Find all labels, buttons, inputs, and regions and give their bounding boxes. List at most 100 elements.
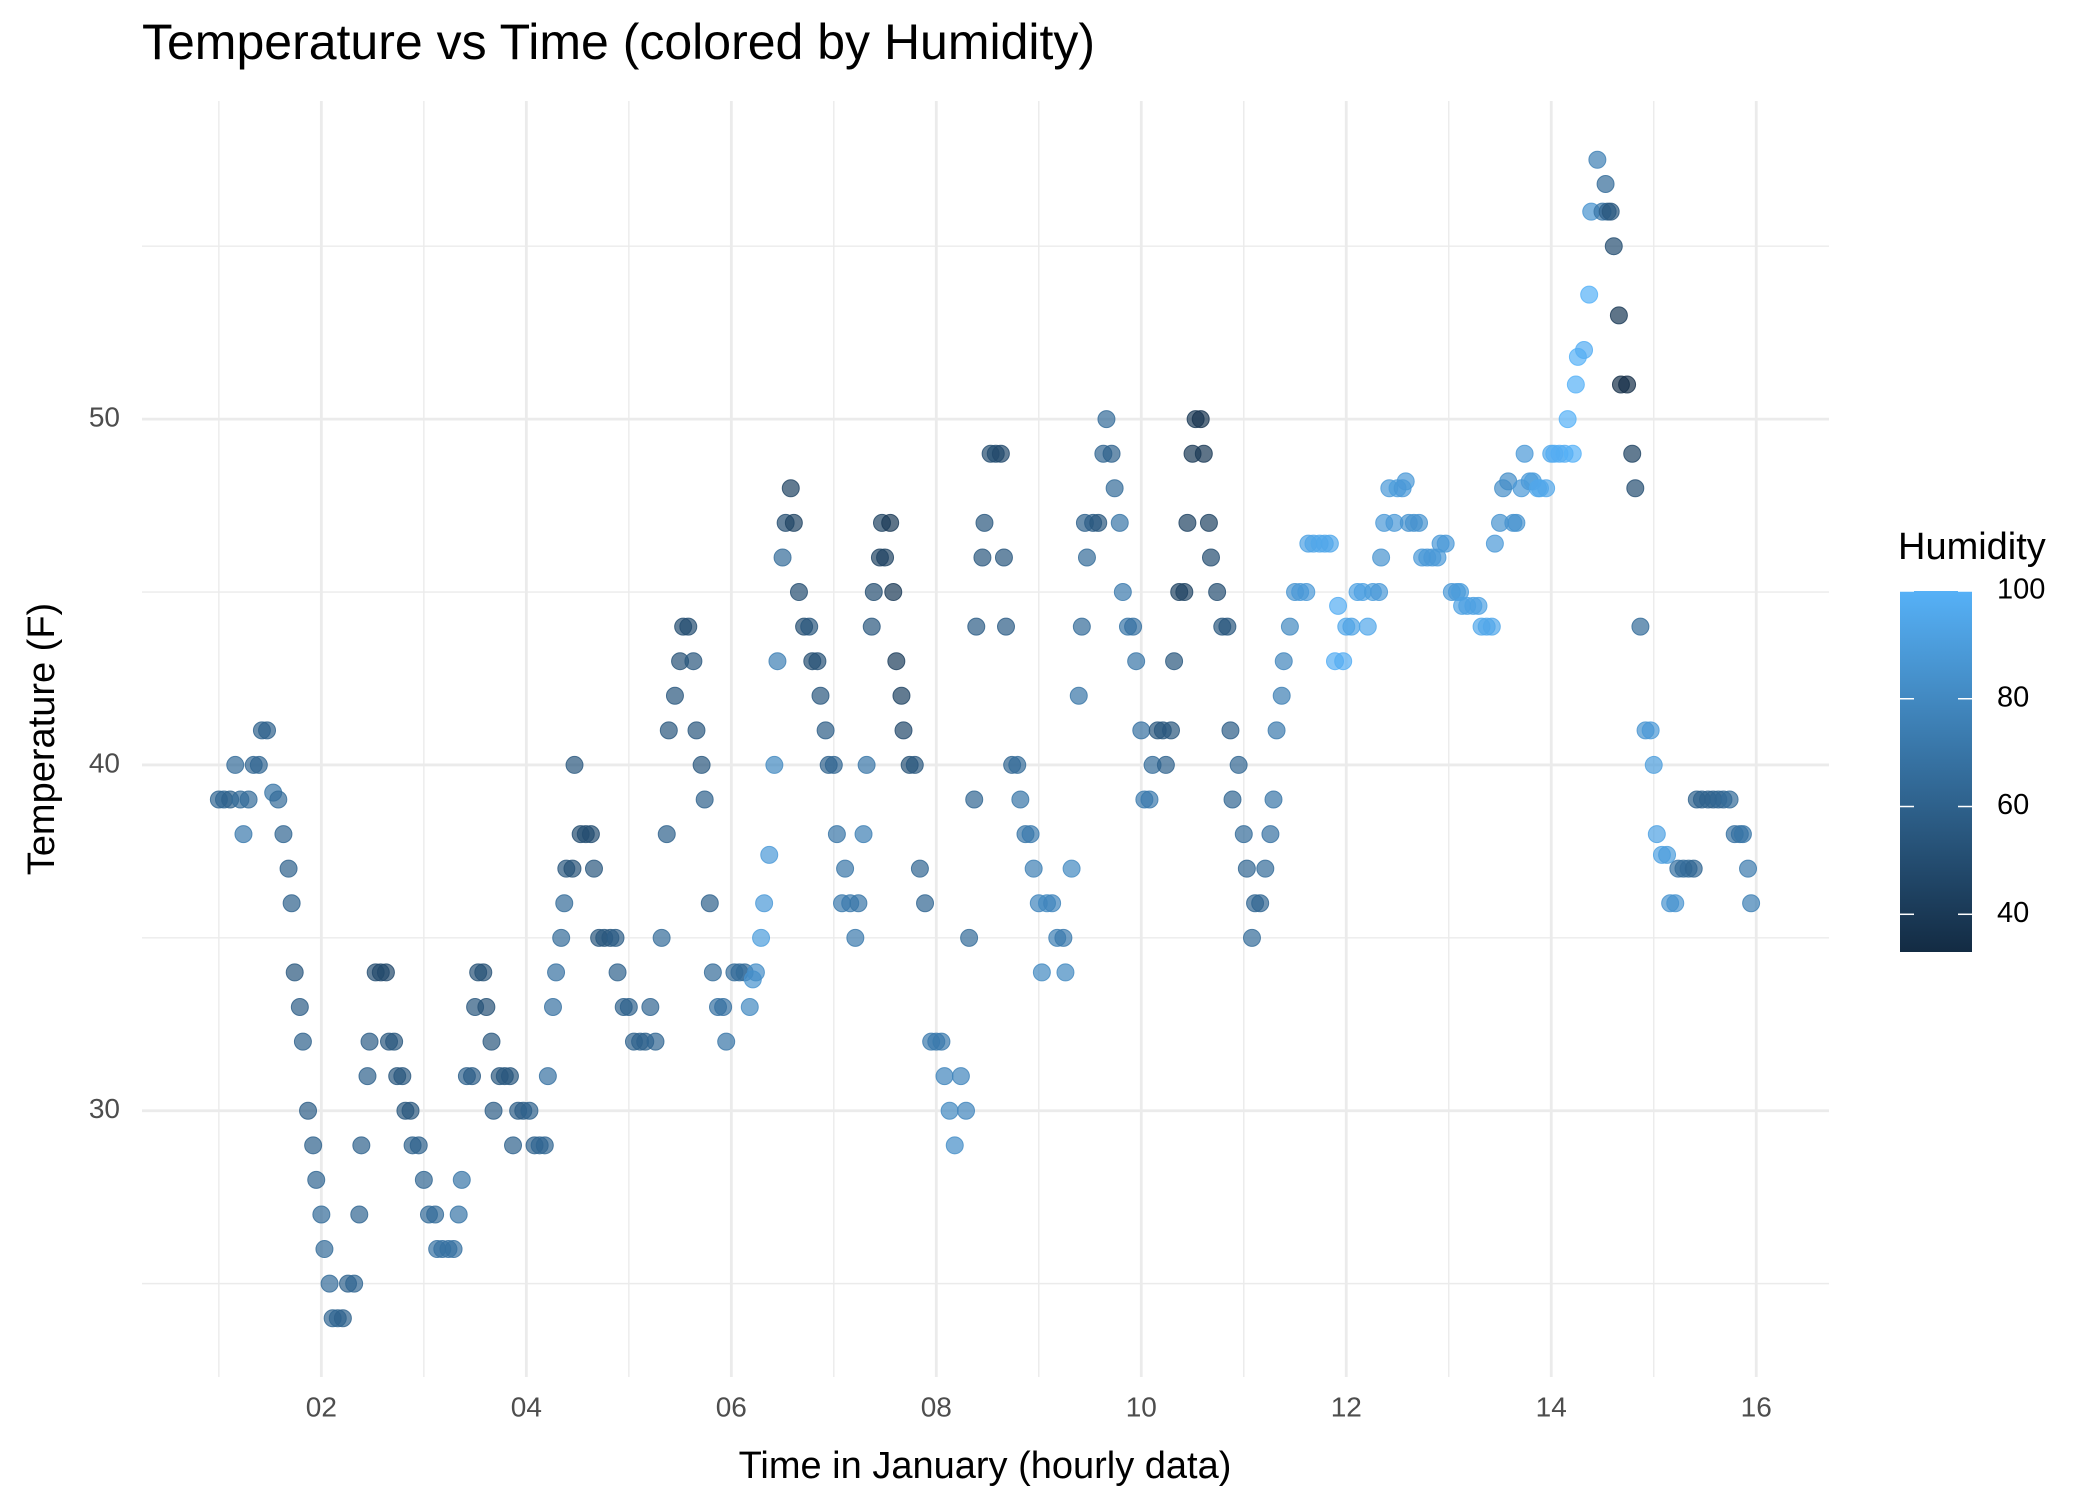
point — [1739, 859, 1758, 878]
colorbar-tick-label: 80 — [1997, 681, 2029, 713]
point — [864, 583, 883, 602]
point — [1320, 534, 1339, 553]
point — [1218, 617, 1237, 636]
point — [1588, 150, 1607, 169]
point — [1372, 548, 1391, 567]
point — [1515, 444, 1534, 463]
point — [657, 825, 676, 844]
x-tick-label: 12 — [1331, 1391, 1362, 1422]
point — [740, 997, 759, 1016]
point — [1580, 285, 1599, 304]
point — [1267, 721, 1286, 740]
point — [935, 1067, 954, 1086]
point — [226, 755, 245, 774]
point — [282, 894, 301, 913]
point — [1162, 721, 1181, 740]
point — [1011, 790, 1030, 809]
point — [932, 1032, 951, 1051]
y-axis-label: Temperature (F) — [21, 603, 63, 875]
point — [414, 1170, 433, 1189]
point — [1280, 617, 1299, 636]
point — [1558, 410, 1577, 429]
point — [765, 755, 784, 774]
point — [452, 1170, 471, 1189]
point — [449, 1205, 468, 1224]
point — [752, 928, 771, 947]
point — [1201, 548, 1220, 567]
point — [584, 859, 603, 878]
point — [1199, 513, 1218, 532]
point — [1140, 790, 1159, 809]
point — [1742, 894, 1761, 913]
colorbar-tick-label: 40 — [1997, 897, 2029, 929]
point — [1264, 790, 1283, 809]
point — [905, 755, 924, 774]
point — [1601, 202, 1620, 221]
point — [606, 928, 625, 947]
point — [1575, 340, 1594, 359]
point — [824, 755, 843, 774]
grid — [142, 101, 1829, 1377]
points — [209, 150, 1761, 1328]
point — [1237, 859, 1256, 878]
point — [884, 583, 903, 602]
point — [1626, 479, 1645, 498]
x-tick-label: 04 — [511, 1391, 542, 1422]
point — [760, 845, 779, 864]
point — [520, 1101, 539, 1120]
point — [1297, 583, 1316, 602]
point — [1208, 583, 1227, 602]
point — [849, 894, 868, 913]
point — [894, 721, 913, 740]
point — [477, 997, 496, 1016]
point — [996, 617, 1015, 636]
point — [1720, 790, 1739, 809]
colorbar-tick-label: 100 — [1997, 574, 2045, 606]
point — [552, 928, 571, 947]
point — [703, 963, 722, 982]
point — [808, 652, 827, 671]
point — [717, 1032, 736, 1051]
point — [1631, 617, 1650, 636]
point — [285, 963, 304, 982]
point — [1077, 548, 1096, 567]
point — [409, 1136, 428, 1155]
point — [1666, 894, 1685, 913]
point — [910, 859, 929, 878]
point — [1436, 534, 1455, 553]
point — [1110, 513, 1129, 532]
point — [1647, 825, 1666, 844]
point — [1334, 652, 1353, 671]
point — [695, 790, 714, 809]
point — [1062, 859, 1081, 878]
point — [500, 1067, 519, 1086]
point — [345, 1274, 364, 1293]
point — [1175, 583, 1194, 602]
point — [269, 790, 288, 809]
point — [1113, 583, 1132, 602]
point — [619, 997, 638, 1016]
point — [789, 583, 808, 602]
chart-title: Temperature vs Time (colored by Humidity… — [142, 14, 1095, 70]
point — [1032, 963, 1051, 982]
point — [1644, 755, 1663, 774]
y-tick-label: 50 — [89, 402, 120, 433]
point — [1563, 444, 1582, 463]
point — [1191, 410, 1210, 429]
point — [951, 1067, 970, 1086]
point — [393, 1067, 412, 1086]
point — [800, 617, 819, 636]
point — [1178, 513, 1197, 532]
point — [916, 894, 935, 913]
point — [836, 859, 855, 878]
point — [1609, 306, 1628, 325]
point — [811, 686, 830, 705]
point — [1482, 617, 1501, 636]
point — [358, 1067, 377, 1086]
point — [1156, 755, 1175, 774]
point — [940, 1101, 959, 1120]
x-tick-label: 06 — [716, 1391, 747, 1422]
point — [652, 928, 671, 947]
point — [1069, 686, 1088, 705]
point — [547, 963, 566, 982]
